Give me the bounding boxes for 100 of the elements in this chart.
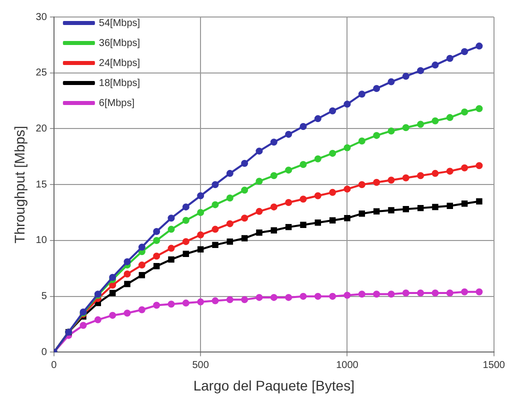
x-tick-label: 1500 bbox=[482, 360, 506, 371]
point bbox=[461, 200, 468, 207]
point bbox=[402, 174, 410, 182]
point bbox=[168, 300, 175, 308]
point bbox=[109, 274, 116, 281]
point bbox=[80, 322, 87, 329]
x-tick-label: 0 bbox=[51, 360, 58, 371]
point bbox=[446, 168, 454, 175]
point bbox=[373, 85, 380, 92]
point bbox=[153, 228, 160, 236]
point bbox=[461, 48, 468, 56]
point bbox=[138, 262, 146, 269]
point bbox=[256, 230, 262, 236]
point bbox=[197, 209, 204, 216]
point bbox=[476, 288, 483, 296]
point bbox=[329, 217, 336, 224]
point bbox=[300, 196, 307, 203]
point bbox=[417, 172, 424, 180]
point bbox=[402, 289, 410, 296]
point bbox=[358, 138, 366, 145]
point bbox=[285, 224, 292, 230]
point bbox=[124, 270, 131, 278]
point bbox=[241, 296, 248, 304]
x-axis-title: Largo del Paquete [Bytes] bbox=[193, 377, 354, 394]
point bbox=[285, 198, 292, 206]
y-tick-label: 30 bbox=[36, 12, 48, 23]
point bbox=[344, 144, 351, 152]
point bbox=[358, 90, 366, 98]
point bbox=[94, 316, 102, 324]
point bbox=[241, 214, 248, 222]
point bbox=[476, 198, 482, 204]
point bbox=[197, 231, 204, 238]
point bbox=[182, 216, 190, 224]
point bbox=[138, 272, 146, 278]
point bbox=[153, 236, 160, 244]
point bbox=[314, 115, 322, 122]
point bbox=[256, 148, 263, 155]
point bbox=[417, 289, 424, 296]
point bbox=[314, 219, 322, 226]
point bbox=[153, 252, 160, 260]
point bbox=[461, 108, 468, 116]
point bbox=[446, 54, 454, 62]
point bbox=[461, 164, 468, 172]
y-tick-label: 0 bbox=[41, 346, 48, 358]
point bbox=[241, 235, 248, 242]
point bbox=[314, 192, 322, 200]
point bbox=[300, 123, 307, 130]
point bbox=[182, 300, 190, 307]
point bbox=[270, 203, 278, 210]
point bbox=[241, 186, 248, 194]
point bbox=[476, 162, 483, 170]
point bbox=[256, 178, 263, 185]
point bbox=[314, 155, 322, 162]
point bbox=[109, 282, 116, 289]
point bbox=[344, 100, 351, 108]
point bbox=[388, 78, 395, 86]
point bbox=[417, 67, 424, 74]
point bbox=[182, 238, 190, 246]
legend-label: 36[Mbps] bbox=[98, 38, 140, 49]
point bbox=[344, 215, 350, 222]
point bbox=[212, 201, 219, 208]
point bbox=[256, 294, 263, 301]
point bbox=[417, 120, 424, 128]
point bbox=[168, 244, 175, 252]
point bbox=[168, 226, 175, 233]
point bbox=[124, 258, 131, 266]
point bbox=[300, 160, 307, 168]
point bbox=[212, 226, 219, 233]
legend-label: 54[Mbps] bbox=[98, 18, 140, 29]
legend-label: 24[Mbps] bbox=[98, 58, 140, 69]
point bbox=[358, 210, 366, 217]
point bbox=[388, 290, 395, 298]
point bbox=[270, 227, 278, 234]
point bbox=[402, 124, 410, 132]
point bbox=[373, 132, 380, 139]
point bbox=[138, 306, 146, 314]
point bbox=[329, 188, 336, 196]
point bbox=[109, 312, 116, 319]
point bbox=[270, 294, 278, 301]
x-tick-label: 500 bbox=[192, 360, 210, 371]
point bbox=[432, 117, 439, 124]
y-tick-label: 20 bbox=[36, 123, 48, 134]
point bbox=[285, 294, 292, 301]
point bbox=[388, 207, 394, 214]
point bbox=[432, 204, 438, 210]
y-tick-label: 5 bbox=[41, 291, 48, 302]
point bbox=[344, 186, 351, 193]
point bbox=[168, 256, 174, 263]
point bbox=[212, 242, 218, 248]
y-tick-label: 10 bbox=[36, 235, 48, 246]
point bbox=[476, 105, 483, 112]
point bbox=[476, 42, 483, 50]
point bbox=[432, 170, 439, 177]
point bbox=[256, 208, 263, 215]
point bbox=[182, 250, 190, 257]
point bbox=[402, 206, 410, 212]
point bbox=[417, 204, 424, 212]
point bbox=[358, 181, 366, 188]
point bbox=[402, 72, 410, 80]
point bbox=[153, 302, 160, 309]
